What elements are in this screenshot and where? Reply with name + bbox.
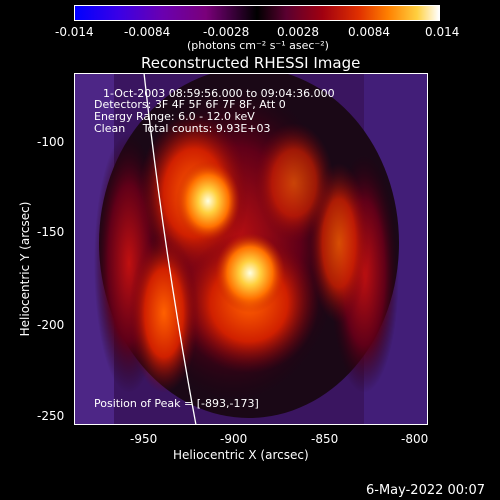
annotation-detectors: Detectors: 3F 4F 5F 6F 7F 8F, Att 0 (94, 98, 286, 111)
colorbar-tick: 0.0084 (348, 25, 390, 39)
plot-frame (74, 73, 428, 425)
colorbar-tick: -0.0028 (203, 25, 250, 39)
colorbar-tick: 0.014 (425, 25, 460, 39)
colorbar-tick: -0.0084 (124, 25, 171, 39)
y-tick: -150 (37, 225, 65, 239)
y-axis-label: Heliocentric Y (arcsec) (18, 201, 32, 337)
y-tick: -250 (37, 409, 65, 423)
annotation-energy: Energy Range: 6.0 - 12.0 keV (94, 110, 255, 123)
colorbar-tick: -0.014 (55, 25, 94, 39)
y-tick: -200 (37, 318, 65, 332)
x-tick: -950 (130, 432, 158, 446)
colorbar (74, 5, 440, 21)
colorbar-units: (photons cm⁻² s⁻¹ asec⁻²) (187, 39, 329, 52)
y-tick: -100 (37, 135, 65, 149)
annotation-peak: Position of Peak = [-893,-173] (94, 397, 259, 410)
x-axis-label: Heliocentric X (arcsec) (173, 448, 309, 462)
x-tick: -900 (220, 432, 248, 446)
x-tick: -850 (311, 432, 339, 446)
annotation-clean: Clean Total counts: 9.93E+03 (94, 122, 271, 135)
x-tick: -800 (401, 432, 429, 446)
annotation-time: 1-Oct-2003 08:59:56.000 to 09:04:36.000 (103, 87, 335, 100)
colorbar-tick: 0.0028 (277, 25, 319, 39)
rhessi-map (74, 73, 428, 425)
plot-title: Reconstructed RHESSI Image (141, 54, 361, 72)
footer-date: 6-May-2022 00:07 (366, 483, 485, 498)
